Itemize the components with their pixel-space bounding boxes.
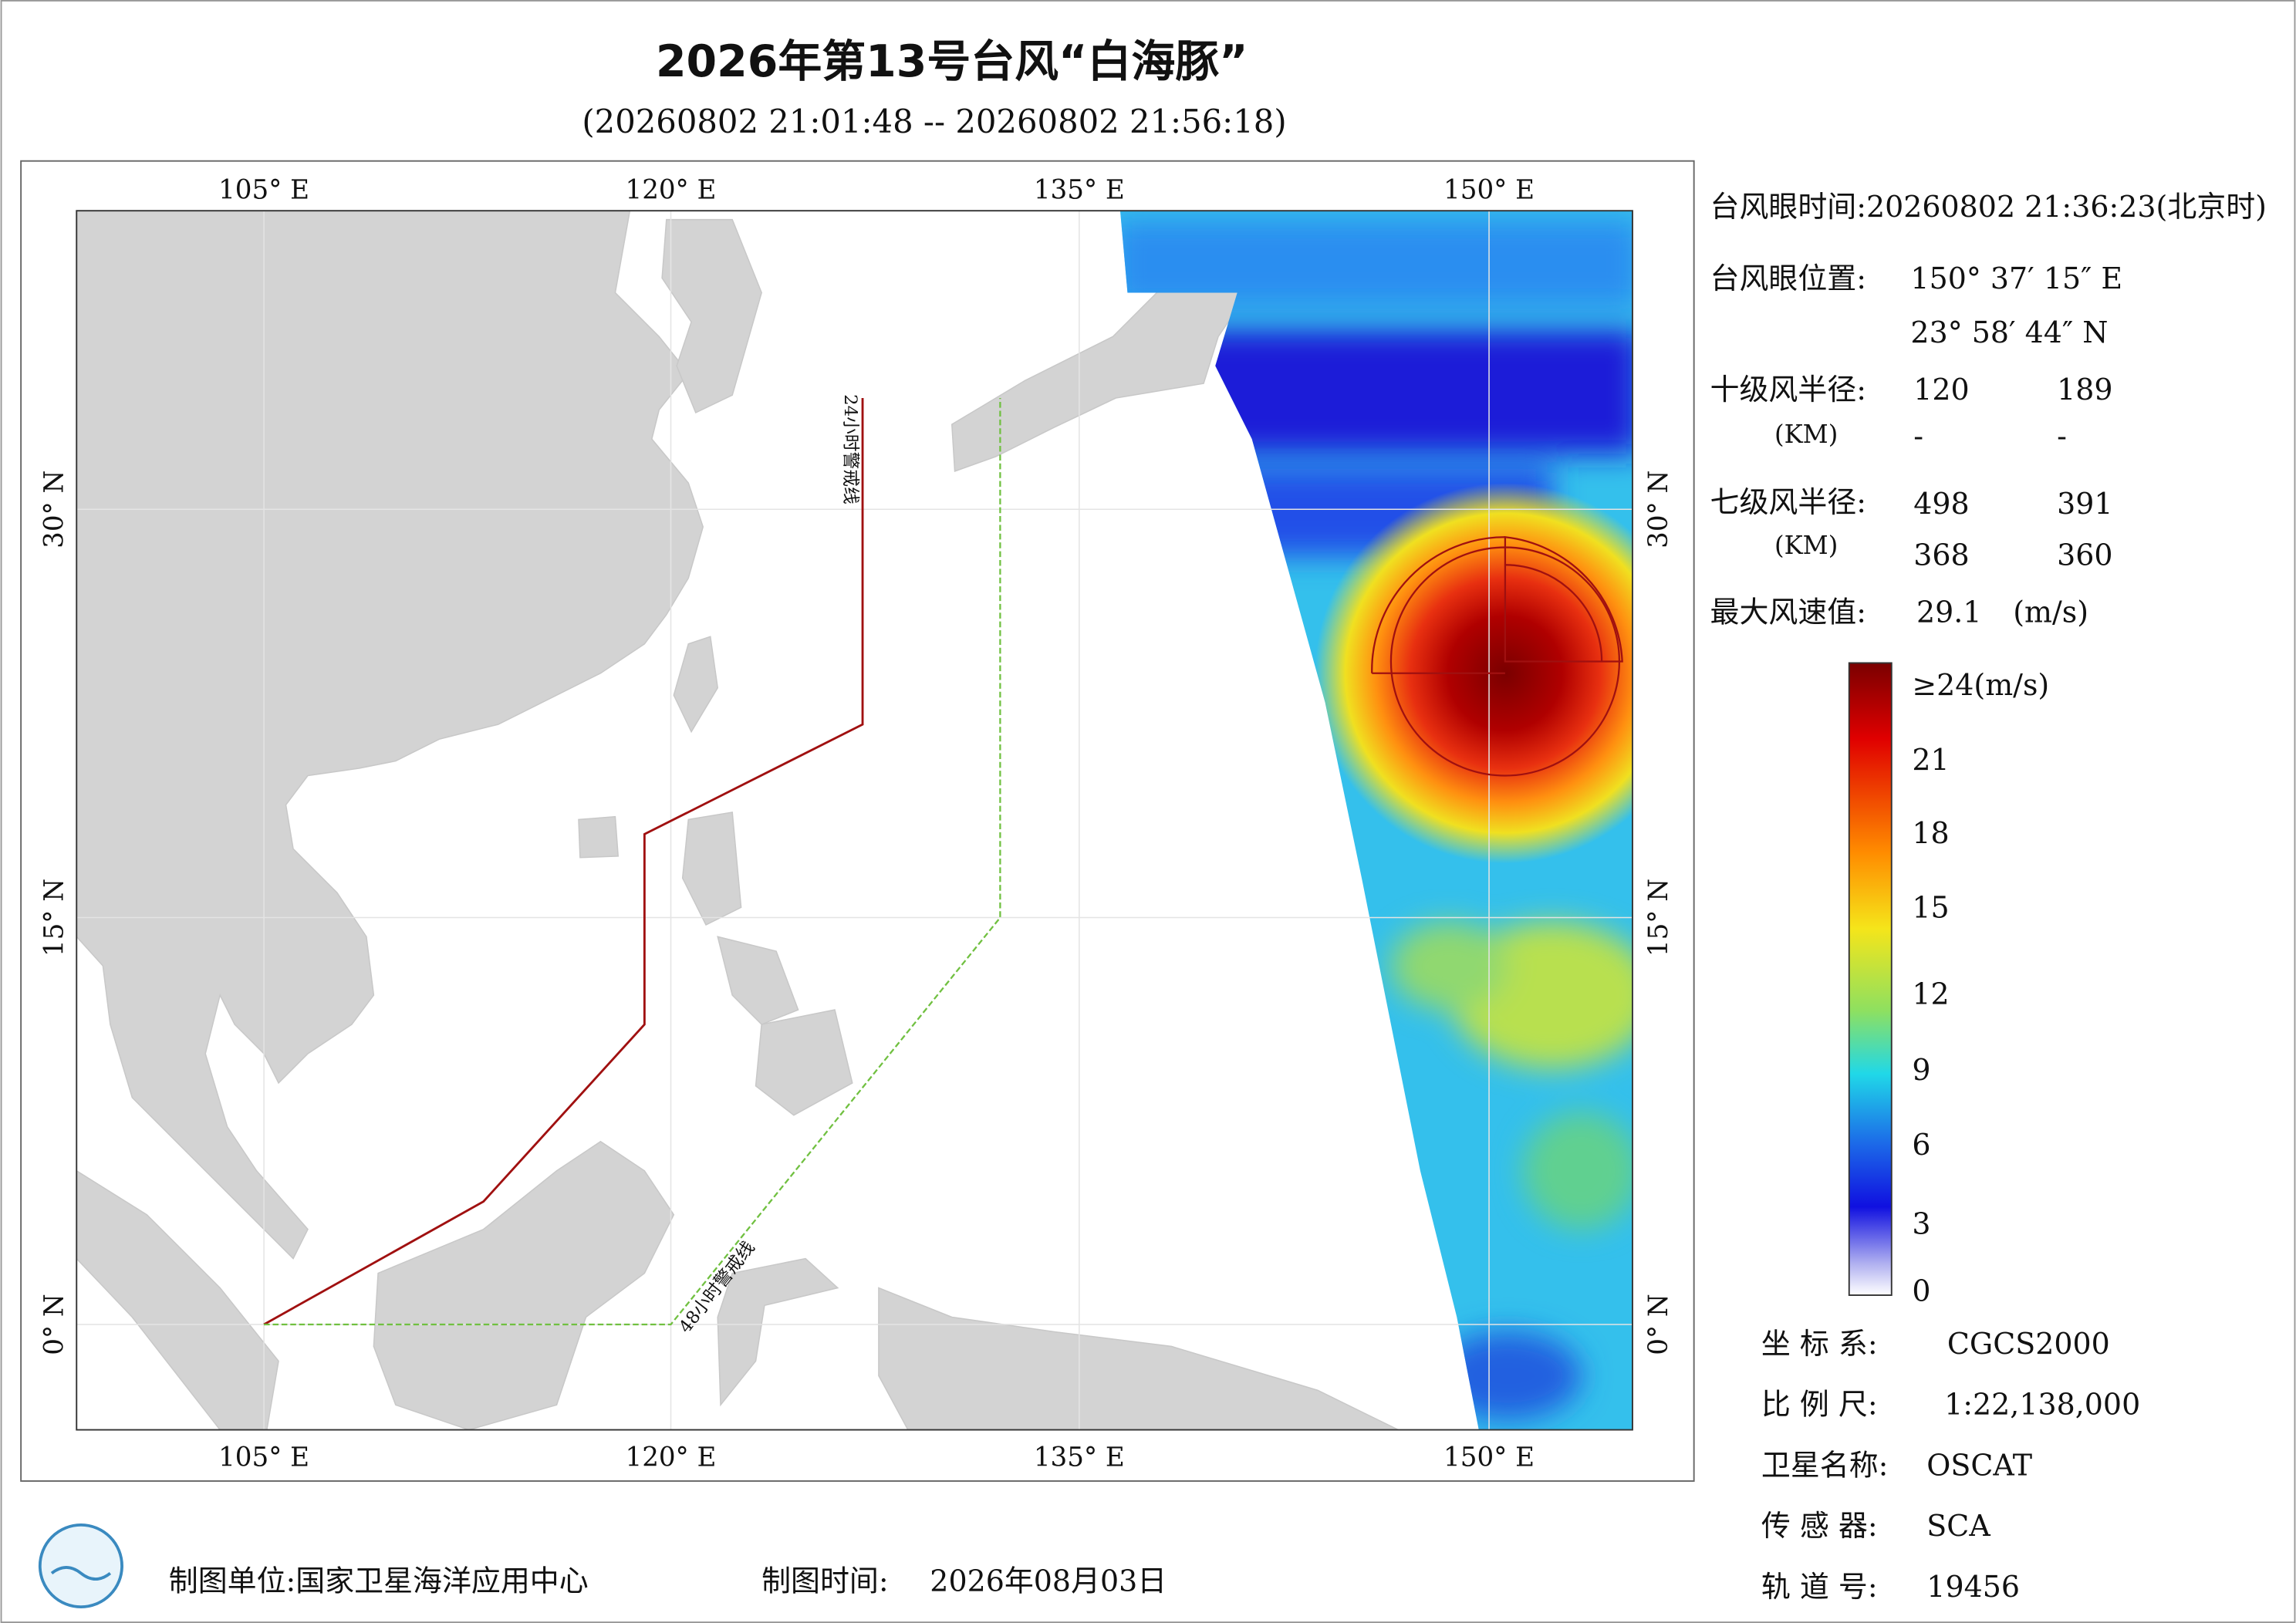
colorbar-label: ≥24(m/s) — [1912, 668, 2049, 702]
lon-label: 105° E — [218, 175, 309, 206]
colorbar-label: 21 — [1912, 743, 1949, 777]
lon-label: 150° E — [1443, 1442, 1535, 1473]
warning-line-48h — [264, 398, 1001, 1326]
logo — [38, 1523, 123, 1609]
r7-value: 360 — [2057, 538, 2112, 572]
lat-label: 0° N — [39, 1294, 70, 1355]
eye-lon: 150° 37′ 15″ E — [1910, 262, 2122, 295]
colorbar-label: 18 — [1912, 816, 1949, 850]
meta-label: 卫星名称: — [1761, 1448, 1889, 1482]
meta-value: CGCS2000 — [1947, 1327, 2110, 1361]
max-wind-label: 最大风速值: — [1710, 595, 1866, 629]
warning-line-24h — [263, 398, 864, 1326]
lon-label: 135° E — [1034, 1442, 1125, 1473]
warning-label-24h: 24小时警戒线 — [840, 394, 860, 504]
colorbar-label: 0 — [1912, 1274, 1930, 1308]
r7-label: 七级风半径: — [1710, 485, 1866, 519]
meta-value: SCA — [1926, 1509, 1990, 1543]
colorbar-label: 3 — [1912, 1206, 1930, 1240]
lon-label: 135° E — [1034, 175, 1125, 206]
footer-time-label: 制图时间: — [761, 1564, 889, 1598]
meta-value: 1:22,138,000 — [1944, 1388, 2140, 1422]
max-wind-unit: (m/s) — [2013, 595, 2088, 629]
lat-label: 15° N — [39, 879, 70, 957]
land — [76, 211, 1399, 1430]
wind-radius — [1371, 536, 1623, 777]
r10-value: 120 — [1913, 373, 1969, 407]
eye-lat: 23° 58′ 44″ N — [1910, 315, 2108, 349]
r10-value: - — [1913, 420, 1923, 454]
lat-label: 15° N — [1643, 879, 1674, 957]
r7-value: 368 — [1913, 538, 1969, 572]
colorbar-label: 12 — [1912, 977, 1949, 1011]
meta-value: 19456 — [1926, 1570, 2020, 1604]
title: 2026年第13号台风“白海豚” — [656, 36, 1248, 87]
colorbar — [1848, 662, 1893, 1296]
meta-label: 轨 道 号: — [1761, 1570, 1878, 1604]
r7-unit: (KM) — [1774, 531, 1838, 560]
logo-wave — [50, 1566, 112, 1581]
lat-label: 0° N — [1643, 1294, 1674, 1355]
r7-value: 498 — [1913, 487, 1969, 521]
info-panel: 台风眼时间:20260802 21:36:23(北京时) 台风眼位置: 150°… — [1710, 190, 2267, 629]
map — [76, 211, 1633, 1430]
subtitle: (20260802 21:01:48 -- 20260802 21:56:18) — [582, 103, 1286, 140]
meta-label: 传 感 器: — [1761, 1509, 1878, 1543]
r7-value: 391 — [2057, 487, 2112, 521]
lat-label: 30° N — [1643, 471, 1674, 548]
colorbar-label: 15 — [1912, 891, 1949, 925]
max-wind-value: 29.1 — [1916, 595, 1981, 629]
meta-label: 比 例 尺: — [1761, 1388, 1878, 1422]
colorbar-label: 9 — [1912, 1053, 1930, 1087]
r10-value: 189 — [2057, 373, 2112, 407]
colorbar-label: 6 — [1912, 1128, 1930, 1162]
r10-unit: (KM) — [1774, 420, 1838, 449]
meta-label: 坐 标 系: — [1761, 1327, 1878, 1361]
r10-value: - — [2057, 420, 2067, 454]
lon-label: 105° E — [218, 1442, 309, 1473]
lon-label: 120° E — [626, 175, 717, 206]
lon-label: 150° E — [1443, 175, 1535, 206]
footer-unit: 制图单位:国家卫星海洋应用中心 — [169, 1564, 589, 1598]
lon-label: 120° E — [626, 1442, 717, 1473]
map-border — [76, 210, 1633, 1431]
eye-time: 台风眼时间:20260802 21:36:23(北京时) — [1710, 190, 2267, 224]
eye-position-label: 台风眼位置: — [1710, 262, 1866, 295]
lat-label: 30° N — [39, 471, 70, 548]
map-frame — [20, 160, 1695, 1482]
meta-value: OSCAT — [1926, 1448, 2032, 1482]
footer-time: 2026年08月03日 — [930, 1564, 1167, 1598]
footer: 制图单位:国家卫星海洋应用中心 制图时间: 2026年08月03日 — [38, 1523, 1167, 1609]
r10-label: 十级风半径: — [1710, 373, 1866, 407]
